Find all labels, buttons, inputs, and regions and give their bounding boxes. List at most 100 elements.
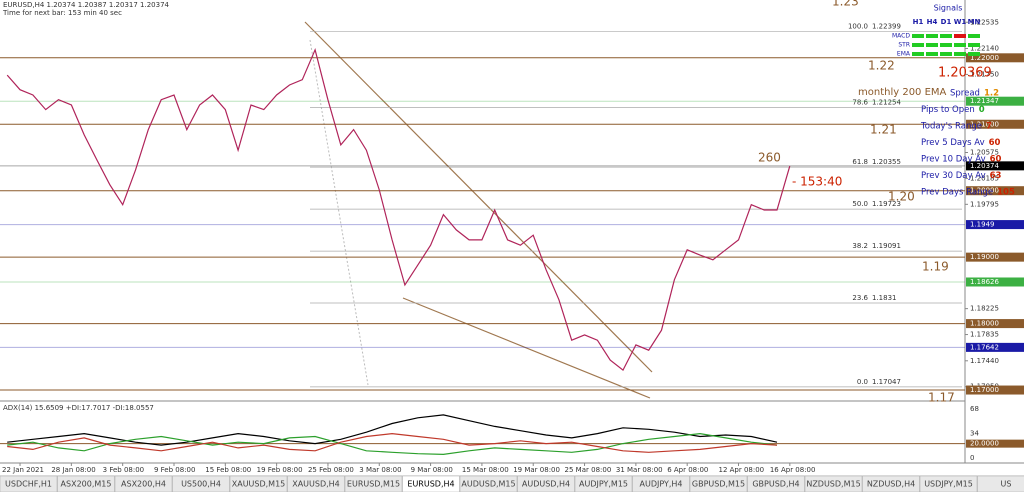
tab-label: XAUUSD,M15 — [232, 480, 286, 489]
tab[interactable] — [229, 475, 288, 492]
signal-cell — [940, 43, 952, 47]
x-tick-label: 19 Mar 08:00 — [513, 466, 560, 474]
stat-value: 60 — [989, 138, 1001, 148]
tab-label: ASX200,M15 — [61, 480, 112, 489]
tab-label: AUDUSD,M15 — [461, 480, 515, 489]
stat-value: 105 — [997, 188, 1015, 198]
annotation: - 153:40 — [792, 175, 842, 189]
tab[interactable] — [804, 475, 863, 492]
fib-level: 61.8 — [852, 158, 868, 166]
tab-label: AUDJPY,H4 — [639, 480, 682, 489]
fib-price: 1.19723 — [872, 200, 901, 208]
signal-cell — [926, 52, 938, 56]
fib-price: 1.1831 — [872, 294, 897, 302]
stat-value: 1.2 — [984, 89, 999, 99]
x-tick-label: 15 Feb 08:00 — [205, 466, 251, 474]
tab-label: GBPUSD,H4 — [752, 480, 799, 489]
tab[interactable] — [459, 475, 518, 492]
fib-price: 1.22399 — [872, 22, 901, 30]
tab[interactable] — [57, 475, 115, 492]
tab[interactable] — [632, 475, 690, 492]
tab-label: AUDJPY,M15 — [579, 480, 628, 489]
x-tick-label: 9 Feb 08:00 — [154, 466, 195, 474]
level-box — [966, 53, 1024, 63]
tab[interactable] — [172, 475, 230, 492]
y-tick-label: 0 — [970, 454, 974, 462]
signal-cell — [968, 52, 980, 56]
level-tag: 1.22 — [868, 59, 895, 73]
tab-label: US500,H4 — [181, 480, 221, 489]
tab[interactable] — [747, 475, 805, 492]
level-box — [966, 252, 1024, 262]
tab-label: ASX200,H4 — [121, 480, 166, 489]
marker-label: 1.21347 — [970, 97, 999, 105]
signal-cell — [926, 43, 938, 47]
stat-label: Prev 10 Day Av — [921, 155, 986, 165]
marker-label: 1.17642 — [970, 343, 999, 351]
fib-level: 100.0 — [848, 22, 868, 30]
signal-cell — [912, 52, 924, 56]
fib-level: 0.0 — [857, 378, 868, 386]
adx-level-box — [966, 439, 1024, 448]
annotation: 260 — [758, 151, 781, 165]
x-tick-label: 25 Feb 08:00 — [308, 466, 354, 474]
marker-label: 1.18626 — [970, 278, 999, 286]
level-tag: 1.17 — [928, 391, 955, 405]
y-tick-label: 1.17440 — [970, 357, 999, 365]
tab[interactable] — [862, 475, 920, 492]
x-tick-label: 22 Jan 2021 — [2, 466, 44, 474]
y-tick-label: 1.22535 — [970, 18, 999, 26]
marker-box — [966, 96, 1024, 106]
tab[interactable] — [287, 475, 345, 492]
signals-col: D1 — [941, 18, 952, 26]
y-tick-label: 1.20575 — [970, 148, 999, 156]
signal-cell — [954, 43, 966, 47]
marker-label: 1.1949 — [970, 221, 995, 229]
ema-note: monthly 200 EMA — [858, 87, 947, 98]
tab[interactable] — [977, 475, 1024, 492]
x-tick-label: 15 Mar 08:00 — [462, 466, 509, 474]
tab[interactable] — [0, 475, 58, 492]
marker-box — [966, 161, 1024, 171]
signal-cell — [968, 34, 980, 38]
tab[interactable] — [402, 475, 460, 492]
x-tick-label: 6 Apr 08:00 — [667, 466, 708, 474]
signals-row: EMA — [897, 51, 911, 58]
trend-line — [304, 21, 653, 373]
timer: Time for next bar: 153 min 40 sec — [2, 9, 122, 17]
tab-label: NZDUSD,M15 — [806, 480, 860, 489]
x-tick-label: 3 Mar 08:00 — [359, 466, 401, 474]
tab[interactable] — [344, 475, 403, 492]
fib-price: 1.21254 — [872, 98, 901, 106]
fib-level: 23.6 — [852, 294, 868, 302]
series-line — [6, 47, 791, 372]
y-tick-label: 1.19795 — [970, 200, 999, 208]
level-label: 1.21000 — [970, 120, 999, 128]
x-tick-label: 3 Feb 08:00 — [103, 466, 144, 474]
signals-col: W1 — [954, 18, 967, 26]
tab-label: US — [1001, 480, 1012, 489]
fib-level: 50.0 — [852, 200, 868, 208]
stat-value: 0 — [979, 105, 985, 115]
level-tag: 1.19 — [922, 260, 949, 274]
signal-cell — [954, 52, 966, 56]
level-label: 1.20000 — [970, 187, 999, 195]
tab-label: XAUUSD,H4 — [292, 480, 340, 489]
signal-cell — [912, 43, 924, 47]
tab[interactable] — [689, 475, 748, 492]
tab-label: AUDUSD,H4 — [522, 480, 570, 489]
x-tick-label: 19 Feb 08:00 — [257, 466, 303, 474]
y-tick-label: 1.17835 — [970, 331, 999, 339]
marker-box — [966, 220, 1024, 230]
tab[interactable] — [919, 475, 978, 492]
tab[interactable] — [517, 475, 575, 492]
signals-row: MACD — [892, 33, 910, 40]
symbol-line: EURUSD,H4 1.20374 1.20387 1.20317 1.2037… — [3, 1, 170, 9]
tab[interactable] — [114, 475, 173, 492]
tab[interactable] — [574, 475, 633, 492]
fib-price: 1.19091 — [872, 242, 901, 250]
signals-col: H4 — [927, 18, 938, 26]
